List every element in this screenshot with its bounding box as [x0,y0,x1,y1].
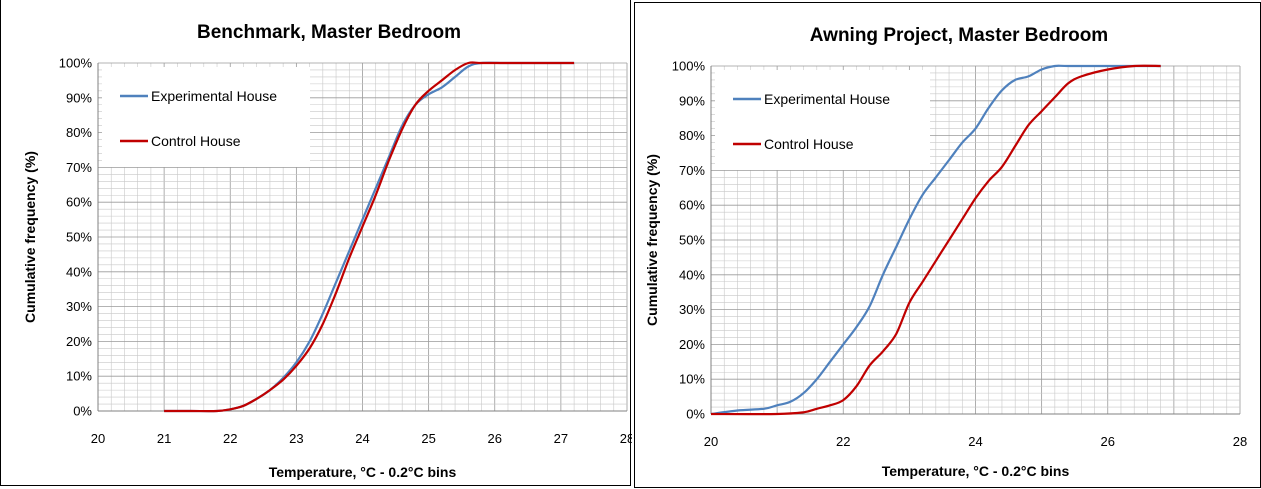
y-tick-label: 60% [679,198,705,213]
series-line-experimental-house [710,64,1161,416]
y-tick-label: 90% [66,90,92,105]
x-axis-title: Temperature, °C - 0.2°C bins [269,464,457,480]
y-tick-label: 30% [679,302,705,317]
chart-awning: 0% 10% 20% 30% 40% 50% 60% 70% 80% 90% 100% 20 22 24 2… [644,25,1247,479]
chart-benchmark: 0% 10% 20% 30% 40% 50% 60% 70% 80% 90% 100% 20 21 22 2… [22,22,632,480]
y-tick-label: 80% [679,128,705,143]
y-tick-label: 80% [66,125,92,140]
x-tick-label: 28 [620,431,632,446]
y-axis-title: Cumulative frequency (%) [644,154,660,326]
y-tick-label: 20% [66,334,92,349]
legend-label: Experimental House [764,91,890,107]
y-axis-title: Cumulative frequency (%) [22,151,38,323]
x-tick-label: 26 [1101,434,1115,449]
series-line-control-house [164,61,575,413]
x-tick-label: 23 [289,431,303,446]
y-tick-label: 90% [679,93,705,108]
y-tick-label: 100% [59,56,93,71]
y-tick-label: 50% [679,233,705,248]
x-tick-label: 20 [91,431,105,446]
x-tick-label: 21 [157,431,171,446]
chart-panel-benchmark: 0% 10% 20% 30% 40% 50% 60% 70% 80% 90% 100% 20 21 22 2… [0,0,632,486]
x-tick-label: 26 [488,431,502,446]
y-tick-label: 30% [66,299,92,314]
x-tick-label: 25 [421,431,435,446]
x-tick-label: 24 [355,431,369,446]
legend-label: Control House [151,133,241,149]
y-tick-label: 70% [66,160,92,175]
y-tick-label: 40% [679,267,705,282]
y-tick-label: 70% [679,163,705,178]
x-tick-label: 22 [836,434,850,449]
x-tick-label: 24 [968,434,982,449]
y-tick-label: 20% [679,337,705,352]
y-tick-label: 10% [66,369,92,384]
y-tick-label: 50% [66,230,92,245]
legend-label: Experimental House [151,88,277,104]
y-tick-label: 40% [66,264,92,279]
legend-box [715,70,930,170]
y-tick-label: 0% [686,407,705,422]
x-tick-label: 27 [554,431,568,446]
y-tick-label: 10% [679,372,705,387]
x-axis-title: Temperature, °C - 0.2°C bins [882,463,1070,479]
y-tick-label: 60% [66,195,92,210]
legend-box [102,67,310,167]
y-tick-label: 100% [672,59,706,74]
x-tick-label: 28 [1233,434,1247,449]
x-tick-label: 22 [223,431,237,446]
chart-title: Benchmark, Master Bedroom [197,22,461,43]
x-tick-label: 20 [704,434,718,449]
chart-panel-awning: 0% 10% 20% 30% 40% 50% 60% 70% 80% 90% 100% 20 22 24 2… [634,2,1261,488]
legend-label: Control House [764,136,854,152]
chart-title: Awning Project, Master Bedroom [810,25,1108,46]
series-line-control-house [710,64,1161,416]
y-tick-label: 0% [73,404,92,419]
